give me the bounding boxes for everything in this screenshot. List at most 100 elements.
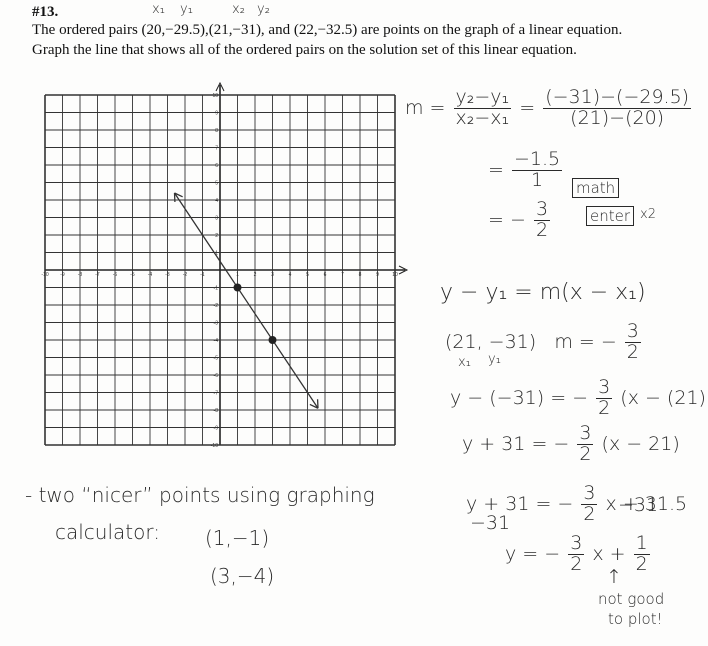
- x-tick-label: 8: [359, 272, 362, 278]
- x-tick-label: 10: [392, 272, 398, 278]
- y-tick-label: 7: [215, 146, 218, 152]
- y-tick-label: -7: [214, 391, 219, 397]
- work-line: −31: [618, 494, 659, 516]
- line-arrow: [309, 399, 319, 409]
- text: x +: [592, 542, 626, 565]
- plotted-point: [233, 283, 242, 292]
- arrow: ↑: [606, 566, 622, 588]
- y-tick-label: -5: [214, 356, 219, 362]
- text: m =: [405, 96, 446, 119]
- y-tick-label: -3: [214, 321, 219, 327]
- x-tick-label: -8: [78, 272, 83, 278]
- y-tick-label: 5: [215, 181, 218, 187]
- denominator: (21)−(20): [570, 106, 665, 129]
- y-tick-label: 6: [215, 163, 218, 169]
- x-tick-label: -5: [130, 272, 135, 278]
- denominator: 2: [635, 552, 648, 575]
- text: m = −: [554, 330, 617, 353]
- numerator: 3: [596, 376, 613, 399]
- x-tick-label: 9: [376, 272, 379, 278]
- fraction: (−31)−(−29.5) (21)−(20): [543, 86, 692, 129]
- label: x₁: [458, 355, 471, 370]
- denominator: 2: [626, 340, 639, 363]
- label: y₁: [180, 2, 193, 17]
- text: y − (−31) = −: [450, 386, 589, 409]
- y-tick-label: -9: [214, 426, 219, 432]
- x-tick-label: -6: [113, 272, 118, 278]
- denominator: 1: [530, 168, 544, 191]
- x-tick-label: 2: [254, 272, 257, 278]
- denominator: 2: [583, 502, 596, 525]
- text: (x − (21)): [620, 386, 708, 409]
- text: x + 31.5: [605, 492, 688, 515]
- text: y + 31 = −: [462, 432, 570, 455]
- label: x₂: [232, 2, 245, 17]
- problem-text: Graph the line that shows all of the ord…: [32, 42, 577, 58]
- axis-arrow: [398, 265, 409, 275]
- note: (1,−1): [205, 526, 270, 550]
- numerator: −1.5: [511, 148, 563, 171]
- note: to plot!: [608, 610, 663, 628]
- y-tick-label: -1: [214, 286, 219, 292]
- work-line: −31: [470, 512, 511, 534]
- x-tick-label: 3: [271, 272, 274, 278]
- x-tick-label: -7: [95, 272, 100, 278]
- y-tick-label: 8: [215, 128, 218, 134]
- numerator: 3: [533, 198, 551, 221]
- numerator: 3: [568, 532, 585, 555]
- problem-number: #13.: [32, 4, 59, 20]
- x-tick-label: -1: [200, 272, 205, 278]
- note: x2: [640, 207, 656, 222]
- x-tick-label: 4: [289, 272, 292, 278]
- denominator: 2: [598, 396, 611, 419]
- x-tick-label: 6: [324, 272, 327, 278]
- text: y + 31 = −: [466, 492, 574, 515]
- fraction: y₂−y₁ x₂−x₁: [453, 86, 512, 129]
- note: calculator:: [55, 520, 160, 544]
- y-tick-label: 1: [215, 251, 218, 257]
- problem-text: The ordered pairs (20,−29.5),(21,−31), a…: [32, 22, 623, 38]
- label: y₁: [488, 352, 501, 367]
- y-tick-label: -8: [214, 408, 219, 414]
- text: y = −: [505, 542, 561, 565]
- x-tick-label: -2: [183, 272, 188, 278]
- denominator: 2: [535, 218, 549, 241]
- label: y₂: [257, 2, 270, 17]
- x-tick-label: 7: [341, 272, 344, 278]
- axis-arrow: [215, 81, 225, 92]
- denominator: 2: [570, 552, 583, 575]
- note: (3,−4): [210, 564, 275, 588]
- plotted-point: [268, 336, 277, 344]
- y-tick-label: 9: [215, 111, 218, 117]
- numerator: (−31)−(−29.5): [543, 86, 692, 109]
- numerator: 1: [633, 532, 650, 555]
- fraction: −1.5 1: [511, 148, 563, 191]
- work-line: = −1.5 1: [488, 148, 564, 191]
- note: - two “nicer” points using graphing: [25, 483, 375, 507]
- numerator: y₂−y₁: [453, 86, 512, 109]
- text: (21, −31): [445, 330, 537, 353]
- work-line: y − y₁ = m(x − x₁): [440, 280, 646, 305]
- x-tick-label: 1: [236, 272, 239, 278]
- y-tick-label: -6: [214, 373, 219, 379]
- text: =: [488, 158, 504, 181]
- solution-line: [173, 192, 319, 409]
- y-tick-label: 4: [215, 198, 218, 204]
- x-tick-label: -4: [148, 272, 153, 278]
- y-tick-label: -10: [211, 443, 218, 449]
- label: x₁: [152, 2, 165, 17]
- key-box: enter: [586, 206, 635, 226]
- text: = −: [488, 208, 526, 231]
- work-line: m = y₂−y₁ x₂−x₁ = (−31)−(−29.5) (21)−(20): [405, 86, 693, 129]
- note: not good: [598, 590, 665, 608]
